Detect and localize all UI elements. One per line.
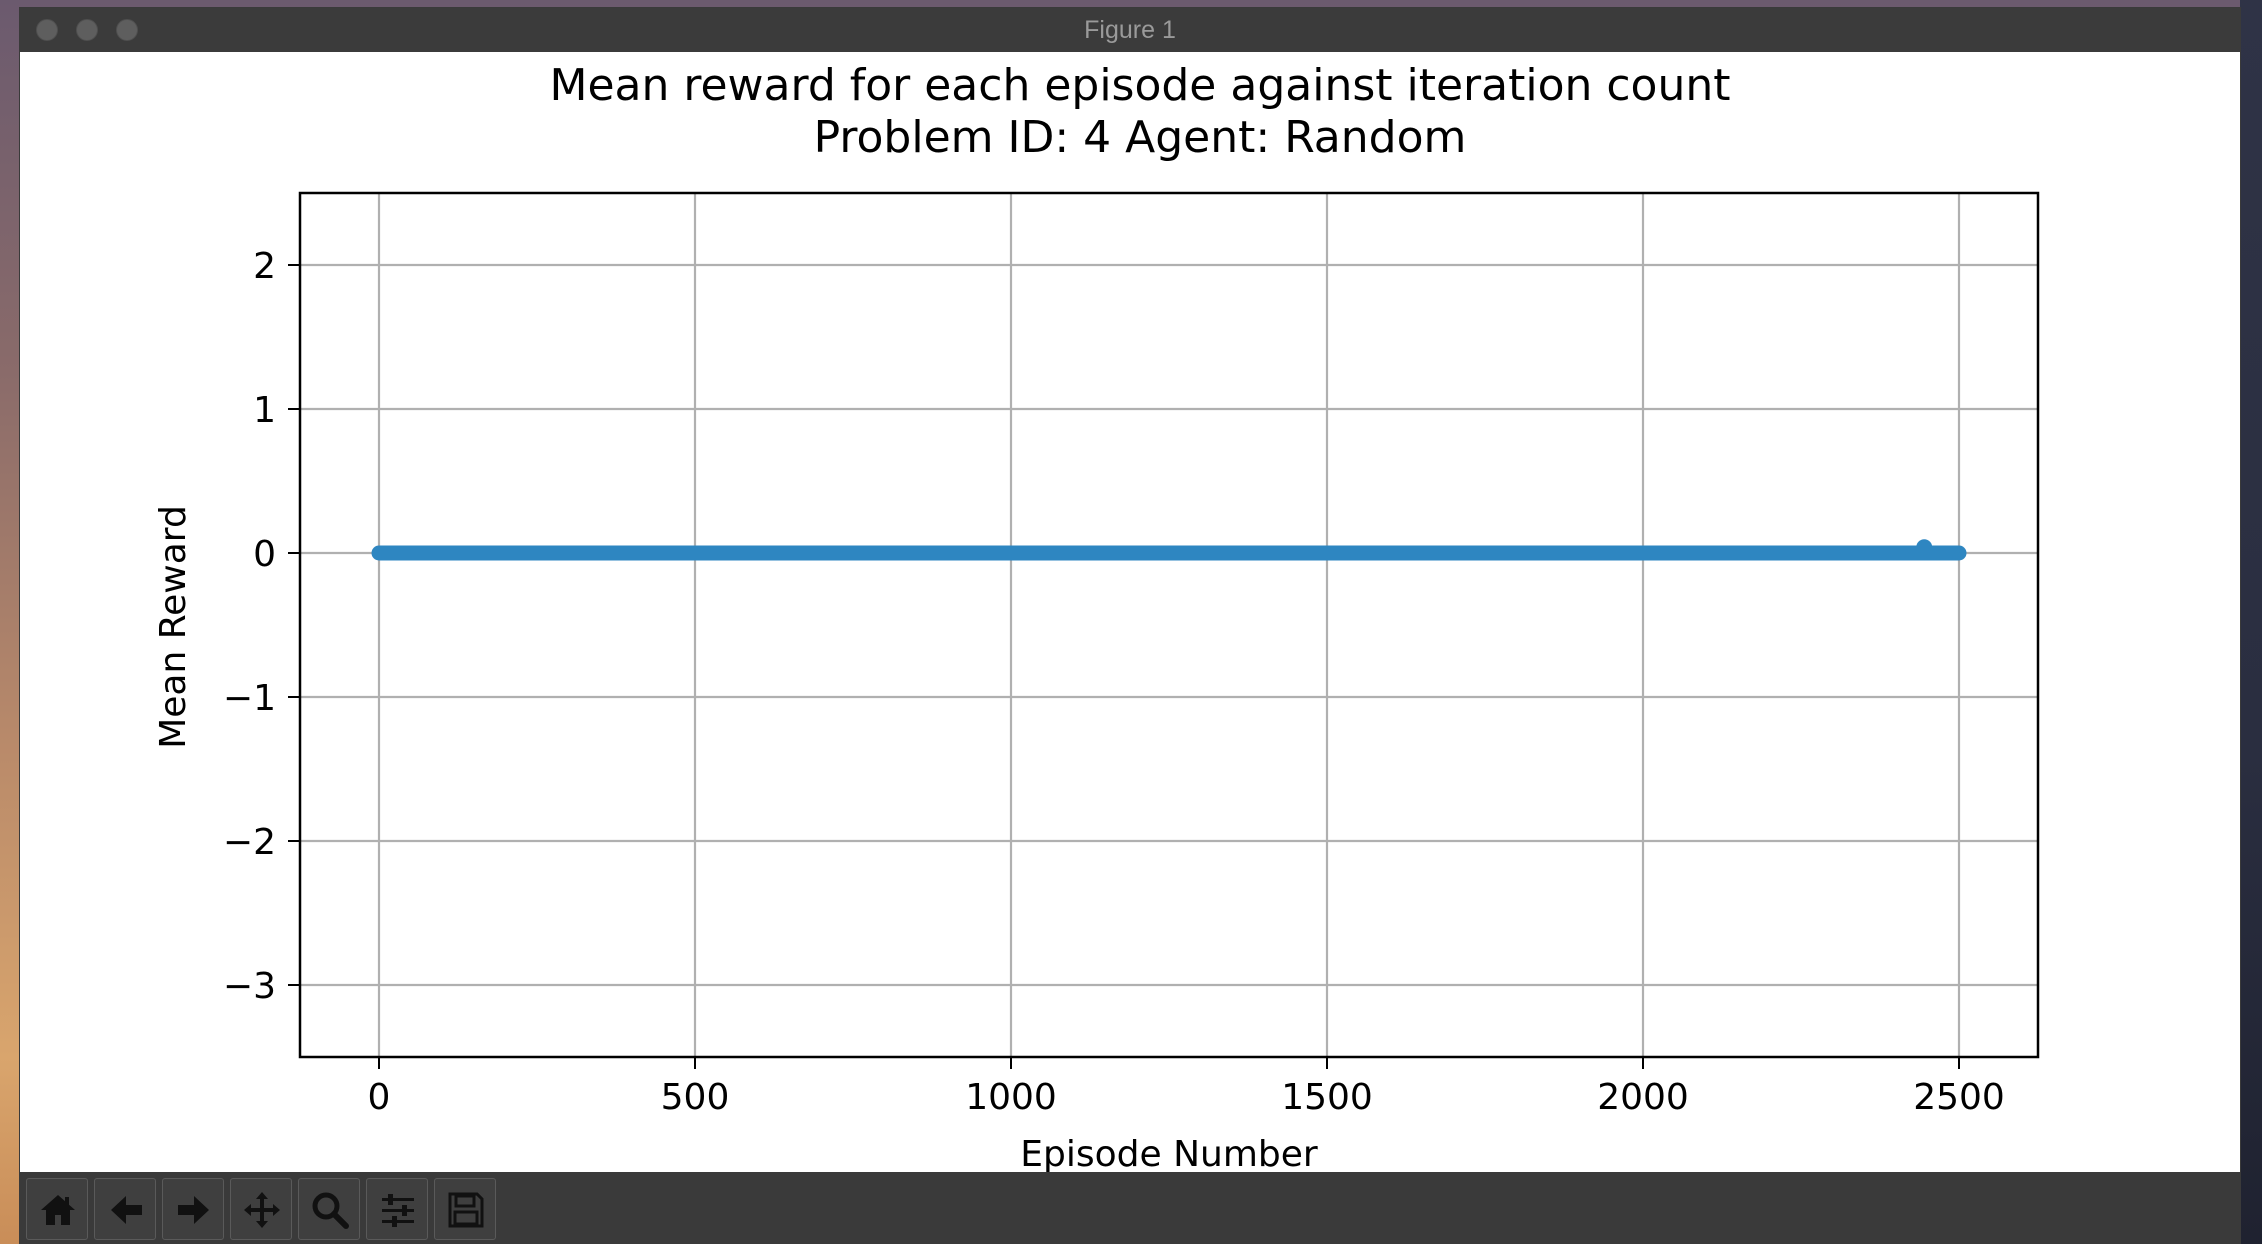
plot-area-frame: [298, 191, 2040, 1059]
x-tick-label: 2000: [1597, 1077, 1689, 1118]
figure-window: Figure 1 Mean reward for each episode ag…: [20, 8, 2240, 1244]
save-button[interactable]: [434, 1178, 496, 1240]
chart-subtitle: Problem ID: 4 Agent: Random: [814, 112, 1467, 163]
save-icon: [448, 1192, 484, 1228]
back-button[interactable]: [94, 1178, 156, 1240]
maximize-window-button[interactable]: [116, 19, 138, 41]
data-point-outlier: [1916, 539, 1933, 556]
y-tick-label: 0: [253, 534, 276, 575]
figure-canvas[interactable]: Mean reward for each episode against ite…: [20, 52, 2240, 1176]
pan-icon: [244, 1192, 280, 1228]
forward-arrow-icon: [178, 1196, 209, 1224]
chart-title: Mean reward for each episode against ite…: [549, 60, 1730, 111]
configure-subplots-button[interactable]: [366, 1178, 428, 1240]
chart: Mean reward for each episode against ite…: [153, 60, 2040, 1175]
y-tick-label: −3: [223, 966, 276, 1007]
y-tick-label: 2: [253, 246, 276, 287]
back-arrow-icon: [111, 1196, 142, 1224]
minimize-window-button[interactable]: [76, 19, 98, 41]
navigation-toolbar: [20, 1172, 2240, 1244]
axis-ticks: 0 500 1000 1500 2000 2500 2 1 0 −1 −2 −3: [223, 246, 2005, 1118]
close-window-button[interactable]: [36, 19, 58, 41]
x-tick-label: 0: [368, 1077, 391, 1118]
x-tick-label: 1000: [965, 1077, 1057, 1118]
configure-subplots-icon: [382, 1194, 414, 1227]
home-icon: [41, 1195, 75, 1225]
window-title: Figure 1: [1084, 16, 1176, 44]
desktop-background: [2240, 0, 2262, 1244]
x-axis-label: Episode Number: [1020, 1134, 1318, 1175]
y-tick-label: 1: [253, 390, 276, 431]
window-titlebar[interactable]: Figure 1: [20, 8, 2240, 53]
y-tick-label: −1: [223, 678, 276, 719]
y-tick-label: −2: [223, 822, 276, 863]
x-tick-label: 1500: [1281, 1077, 1373, 1118]
home-button[interactable]: [26, 1178, 88, 1240]
y-axis-label: Mean Reward: [153, 505, 194, 749]
x-tick-label: 500: [661, 1077, 730, 1118]
pan-button[interactable]: [230, 1178, 292, 1240]
zoom-icon: [312, 1192, 349, 1229]
zoom-button[interactable]: [298, 1178, 360, 1240]
forward-button[interactable]: [162, 1178, 224, 1240]
grid-lines: [300, 193, 2038, 1057]
x-tick-label: 2500: [1913, 1077, 2005, 1118]
data-points: [371, 539, 1967, 561]
